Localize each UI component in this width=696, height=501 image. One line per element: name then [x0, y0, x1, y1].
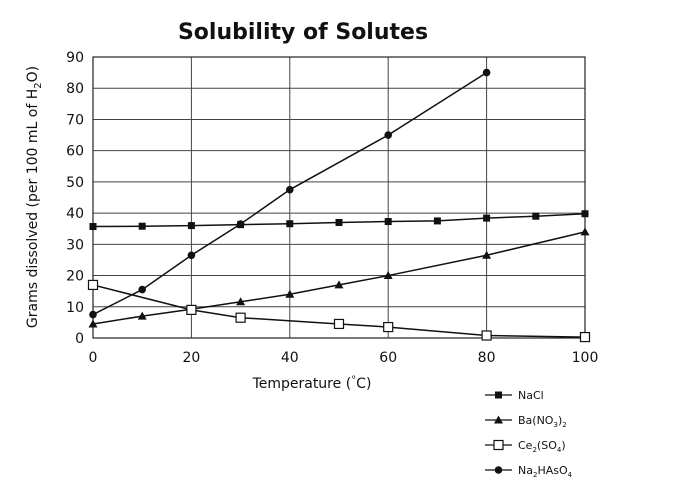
data-point-ba-no3-2 — [137, 311, 147, 320]
legend-label-nacl: NaCl — [518, 389, 544, 402]
y-tick-label: 20 — [66, 269, 84, 285]
y-axis-label: Grams dissolved (per 100 mL of H2O) — [25, 66, 44, 328]
data-point-na2haso4 — [384, 131, 393, 139]
plot-area — [87, 68, 591, 343]
y-tick-label: 30 — [66, 237, 84, 253]
y-tick-label: 40 — [66, 206, 84, 222]
legend-marker-na2haso4 — [494, 466, 503, 474]
data-point-ce2-so4 — [186, 304, 197, 315]
data-point-na2haso4 — [89, 310, 97, 319]
data-point-nacl — [581, 210, 589, 218]
data-point-nacl — [433, 217, 441, 225]
plot-border — [92, 56, 586, 339]
data-point-ba-no3-2 — [383, 271, 393, 280]
data-point-nacl — [89, 223, 97, 231]
data-point-na2haso4 — [286, 185, 294, 194]
data-point-ce2-so4 — [383, 321, 394, 333]
axes: 0 10 20 30 40 50 60 70 80 90 0 20 40 60 80 100 Temperatu… — [25, 50, 598, 392]
x-axis-label: Temperature (°C) — [252, 375, 372, 392]
data-point-na2haso4 — [482, 68, 491, 77]
data-point-nacl — [286, 220, 294, 228]
y-tick-label: 10 — [66, 300, 84, 316]
y-tick-label: 70 — [66, 112, 84, 128]
data-point-na2haso4 — [236, 220, 245, 228]
legend: NaCl Ba(NO3)2 Ce2(SO4) Na2HAsO4 — [485, 389, 573, 479]
legend-label-na2haso4: Na2HAsO4 — [518, 464, 573, 479]
grid — [92, 56, 586, 339]
data-point-nacl — [138, 222, 146, 230]
data-point-ba-no3-2 — [334, 280, 344, 289]
y-tick-label: 60 — [66, 144, 84, 160]
series-line-ce2-so4 — [92, 284, 586, 338]
data-point-nacl — [532, 212, 540, 220]
data-point-na2haso4 — [138, 285, 146, 294]
data-point-nacl — [187, 222, 195, 230]
data-point-ba-no3-2 — [285, 289, 295, 298]
data-point-nacl — [483, 214, 491, 222]
x-tick-label: 0 — [89, 350, 98, 366]
y-tick-label: 90 — [66, 50, 84, 66]
series-line-ba-no3-2 — [92, 231, 586, 325]
legend-marker-ce2-so4 — [493, 439, 504, 451]
data-point-ce2-so4 — [481, 330, 492, 341]
legend-marker-ba-no3-2 — [494, 415, 503, 424]
y-tick-label: 0 — [75, 331, 84, 347]
y-tick-label: 80 — [66, 81, 84, 97]
legend-label-ba-no3-2: Ba(NO3)2 — [518, 414, 567, 429]
x-tick-label: 60 — [379, 350, 397, 366]
data-point-na2haso4 — [187, 251, 196, 260]
data-point-ce2-so4 — [235, 312, 246, 323]
data-point-ce2-so4 — [87, 279, 99, 291]
data-point-ba-no3-2 — [236, 297, 246, 306]
data-point-ce2-so4 — [579, 331, 591, 343]
data-point-ba-no3-2 — [580, 227, 590, 236]
data-point-ba-no3-2 — [482, 250, 492, 259]
data-point-nacl — [384, 218, 392, 226]
x-tick-label: 40 — [281, 350, 299, 366]
data-point-ce2-so4 — [333, 318, 345, 330]
x-tick-label: 80 — [478, 350, 496, 366]
x-tick-label: 20 — [182, 350, 200, 366]
legend-label-ce2-so4: Ce2(SO4) — [518, 439, 566, 454]
y-tick-label: 50 — [66, 175, 84, 191]
x-tick-label: 100 — [572, 350, 599, 366]
data-point-nacl — [335, 218, 343, 226]
legend-marker-nacl — [495, 391, 502, 399]
chart-title: Solubility of Solutes — [178, 20, 428, 45]
data-point-ba-no3-2 — [88, 319, 98, 328]
